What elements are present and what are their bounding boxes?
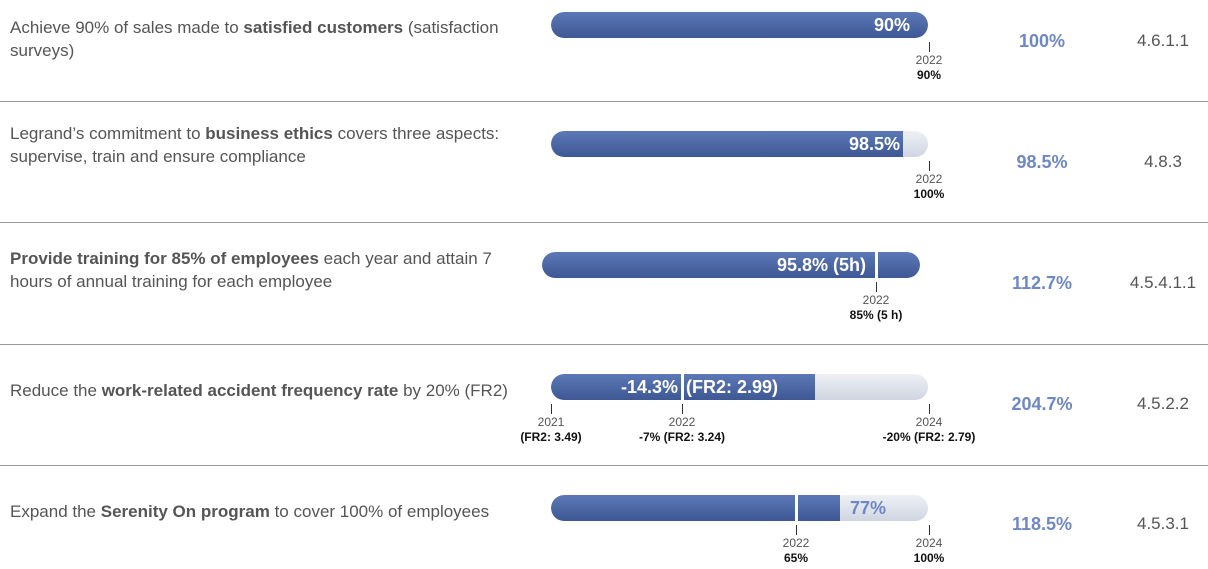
reference: 4.8.3 bbox=[1144, 152, 1182, 171]
progress-split bbox=[681, 374, 684, 400]
marker-year: 2022 bbox=[668, 415, 696, 429]
marker-tick bbox=[929, 161, 930, 171]
achievement: 98.5% bbox=[1016, 152, 1068, 172]
bar-label: 98.5% bbox=[848, 134, 900, 154]
marker-label: 65% bbox=[783, 551, 809, 565]
marker-tick bbox=[929, 404, 930, 414]
marker-label: 85% (5 h) bbox=[849, 308, 903, 322]
progress-fill bbox=[542, 252, 920, 278]
marker-label: 100% bbox=[913, 187, 945, 201]
separator bbox=[0, 101, 1208, 102]
marker-label: -7% (FR2: 3.24) bbox=[638, 430, 726, 444]
separator bbox=[0, 465, 1208, 466]
progress-track: 95.8% (5h) bbox=[542, 252, 920, 278]
description-part: Expand the bbox=[10, 502, 101, 521]
marker-year: 2022 bbox=[915, 172, 943, 186]
bar-label: 90% bbox=[873, 15, 910, 35]
reference: 4.5.2.2 bbox=[1137, 394, 1189, 413]
description: Provide training for 85% of employees ea… bbox=[10, 247, 510, 293]
achievement: 204.7% bbox=[1011, 394, 1073, 414]
progress-fill bbox=[551, 495, 840, 521]
description-part: covers three aspects: supervise, train a… bbox=[10, 124, 500, 166]
description-part: business ethics bbox=[205, 124, 333, 143]
description-part: to cover 100% of employees bbox=[269, 502, 490, 521]
marker-tick bbox=[682, 404, 683, 414]
marker-year: 2022 bbox=[915, 53, 943, 67]
bar-label: (FR2: 2.99) bbox=[686, 377, 779, 397]
marker-year: 2022 bbox=[782, 536, 810, 550]
description-part: work-related accident frequency rate bbox=[101, 381, 399, 400]
description: Reduce the work-related accident frequen… bbox=[10, 379, 510, 402]
achievement: 112.7% bbox=[1011, 273, 1073, 293]
marker-label: (FR2: 3.49) bbox=[520, 430, 582, 444]
marker-tick bbox=[929, 42, 930, 52]
progress-track: -14.3% (FR2: 2.99) bbox=[551, 374, 928, 400]
reference: 4.5.3.1 bbox=[1137, 514, 1189, 533]
marker-year: 2022 bbox=[862, 293, 890, 307]
progress-fill bbox=[551, 131, 903, 157]
achievement: 118.5% bbox=[1011, 514, 1073, 534]
description: Expand the Serenity On program to cover … bbox=[10, 500, 510, 523]
marker-label: 100% bbox=[913, 551, 945, 565]
description-part: Legrand’s commitment to bbox=[10, 124, 206, 143]
progress-track: 90% bbox=[551, 12, 928, 38]
marker-tick bbox=[796, 525, 797, 535]
marker-tick bbox=[876, 282, 877, 292]
description-part: satisfied customers bbox=[243, 18, 404, 37]
progress-track: 98.5% bbox=[551, 131, 928, 157]
marker-label: 90% bbox=[916, 68, 942, 82]
marker-tick bbox=[929, 525, 930, 535]
marker-tick bbox=[551, 404, 552, 414]
marker-year: 2024 bbox=[915, 415, 943, 429]
description-part: by 20% (FR2) bbox=[398, 381, 508, 400]
progress-split bbox=[875, 252, 878, 278]
reference: 4.5.4.1.1 bbox=[1129, 273, 1197, 292]
separator bbox=[0, 222, 1208, 223]
description-part: (satisfaction surveys) bbox=[10, 18, 499, 60]
description-part: Provide training for 85% of employees bbox=[10, 249, 319, 268]
description: Achieve 90% of sales made to satisfied c… bbox=[10, 16, 510, 62]
bar-label: 95.8% (5h) bbox=[776, 255, 866, 275]
achievement: 100% bbox=[1018, 31, 1066, 51]
marker-year: 2021 bbox=[537, 415, 565, 429]
description-part: Reduce the bbox=[10, 381, 102, 400]
marker-label: -20% (FR2: 2.79) bbox=[882, 430, 976, 444]
progress-fill bbox=[551, 12, 928, 38]
progress-track: 77% bbox=[551, 495, 928, 521]
description-part: Achieve 90% of sales made to bbox=[10, 18, 244, 37]
description-part: Serenity On program bbox=[100, 502, 270, 521]
bar-label: -14.3% bbox=[620, 377, 678, 397]
description-part: each year and attain 7 hours of annual t… bbox=[10, 249, 492, 291]
description: Legrand’s commitment to business ethics … bbox=[10, 122, 510, 168]
bar-label: 77% bbox=[850, 498, 887, 518]
progress-split bbox=[795, 495, 798, 521]
marker-year: 2024 bbox=[915, 536, 943, 550]
separator bbox=[0, 344, 1208, 345]
reference: 4.6.1.1 bbox=[1137, 31, 1189, 50]
